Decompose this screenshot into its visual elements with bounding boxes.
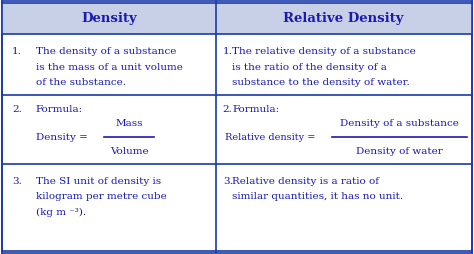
Text: Mass: Mass (115, 119, 143, 128)
Text: of the substance.: of the substance. (36, 78, 126, 87)
Text: The density of a substance: The density of a substance (36, 47, 176, 56)
Text: The SI unit of density is: The SI unit of density is (36, 177, 161, 185)
Text: Relative density is a ratio of: Relative density is a ratio of (232, 177, 379, 185)
Text: Relative density =: Relative density = (225, 133, 319, 142)
Text: 1.: 1. (12, 47, 22, 56)
Text: 1.: 1. (223, 47, 233, 56)
FancyBboxPatch shape (2, 3, 472, 34)
Text: Density: Density (81, 12, 137, 25)
Text: is the mass of a unit volume: is the mass of a unit volume (36, 63, 182, 72)
Text: Density =: Density = (36, 133, 91, 142)
Text: Formula:: Formula: (232, 105, 279, 114)
Text: Volume: Volume (110, 147, 148, 156)
Text: 3.: 3. (223, 177, 233, 185)
Text: kilogram per metre cube: kilogram per metre cube (36, 192, 166, 201)
Text: Density of water: Density of water (356, 147, 443, 156)
Text: 2.: 2. (223, 105, 233, 114)
Text: 3.: 3. (12, 177, 22, 185)
Text: The relative density of a substance: The relative density of a substance (232, 47, 416, 56)
Text: is the ratio of the density of a: is the ratio of the density of a (232, 63, 387, 72)
Text: Density of a substance: Density of a substance (340, 119, 459, 128)
Text: Relative Density: Relative Density (283, 12, 404, 25)
Text: (kg m ⁻³).: (kg m ⁻³). (36, 208, 86, 217)
Text: 2.: 2. (12, 105, 22, 114)
Text: substance to the density of water.: substance to the density of water. (232, 78, 410, 87)
Text: Formula:: Formula: (36, 105, 82, 114)
Text: similar quantities, it has no unit.: similar quantities, it has no unit. (232, 192, 403, 201)
